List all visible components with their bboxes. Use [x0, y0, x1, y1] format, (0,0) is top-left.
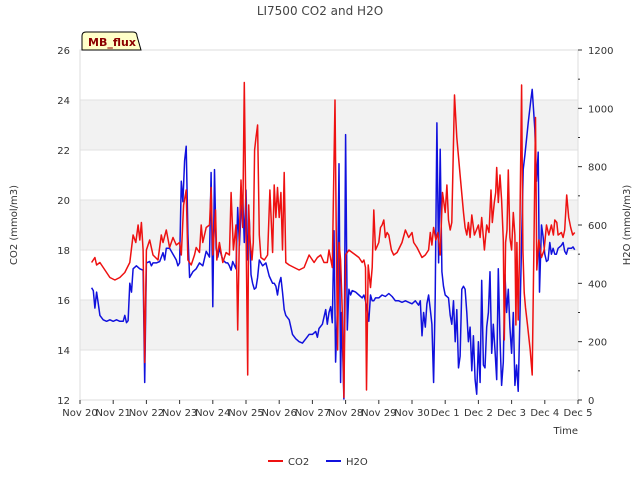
site-badge-label: MB_flux: [88, 36, 136, 49]
x-tick-label-5: Nov 25: [228, 408, 263, 419]
y-left-tick-label-1: 14: [57, 346, 70, 357]
series-layer: [90, 81, 576, 401]
x-tick-label-4: Nov 24: [195, 408, 230, 419]
x-tick-label-11: Dec 1: [431, 408, 460, 419]
y-axis-right-label: H2O (mmol/m3): [622, 185, 633, 266]
x-axis-label: Time: [553, 426, 578, 437]
x-tick-label-2: Nov 22: [129, 408, 164, 419]
y-left-tick-label-5: 22: [57, 146, 70, 157]
y-right-tick-label-6: 1200: [588, 46, 613, 57]
series-line-co2: [90, 81, 576, 399]
y-right-tick-label-2: 400: [588, 279, 607, 290]
x-tick-label-7: Nov 27: [295, 408, 330, 419]
y-axis-right-ticks: 0 200 400 600 800 1000 1200: [578, 46, 613, 407]
y-axis-left-ticks: 12 14 16 18 20 22 24 26: [57, 46, 70, 407]
y-axis-left-label: CO2 (mmol/m3): [9, 185, 20, 265]
y-right-tick-label-4: 800: [588, 163, 607, 174]
x-tick-label-6: Nov 26: [261, 408, 296, 419]
y-left-tick-label-3: 18: [57, 246, 70, 257]
y-left-tick-label-4: 20: [57, 196, 70, 207]
y-right-tick-label-3: 600: [588, 221, 607, 232]
site-badge: MB_flux: [81, 31, 142, 51]
legend-h2o-label: H2O: [346, 457, 368, 468]
y-right-tick-label-0: 0: [588, 396, 594, 407]
x-tick-label-12: Dec 2: [464, 408, 493, 419]
x-tick-label-13: Dec 3: [497, 408, 526, 419]
x-tick-label-3: Nov 23: [162, 408, 197, 419]
y-right-tick-label-1: 200: [588, 338, 607, 349]
grid-bands: [80, 100, 578, 350]
x-tick-label-9: Nov 29: [361, 408, 396, 419]
x-tick-label-15: Dec 5: [564, 408, 593, 419]
x-tick-label-8: Nov 28: [328, 408, 363, 419]
grid-band-2: [80, 100, 578, 150]
y-left-tick-label-7: 26: [57, 46, 70, 57]
legend-co2-label: CO2: [288, 457, 309, 468]
y-left-tick-label-6: 24: [57, 96, 70, 107]
y-left-tick-label-0: 12: [57, 396, 70, 407]
y-right-tick-label-5: 1000: [588, 104, 613, 115]
x-tick-label-10: Nov 30: [394, 408, 429, 419]
y-left-tick-label-2: 16: [57, 296, 70, 307]
x-tick-label-1: Nov 21: [95, 408, 130, 419]
legend: CO2 H2O: [268, 457, 368, 468]
x-tick-label-14: Dec 4: [530, 408, 559, 419]
series-line-h2o: [90, 88, 576, 401]
x-tick-label-0: Nov 20: [62, 408, 97, 419]
chart-title: LI7500 CO2 and H2O: [257, 4, 383, 18]
